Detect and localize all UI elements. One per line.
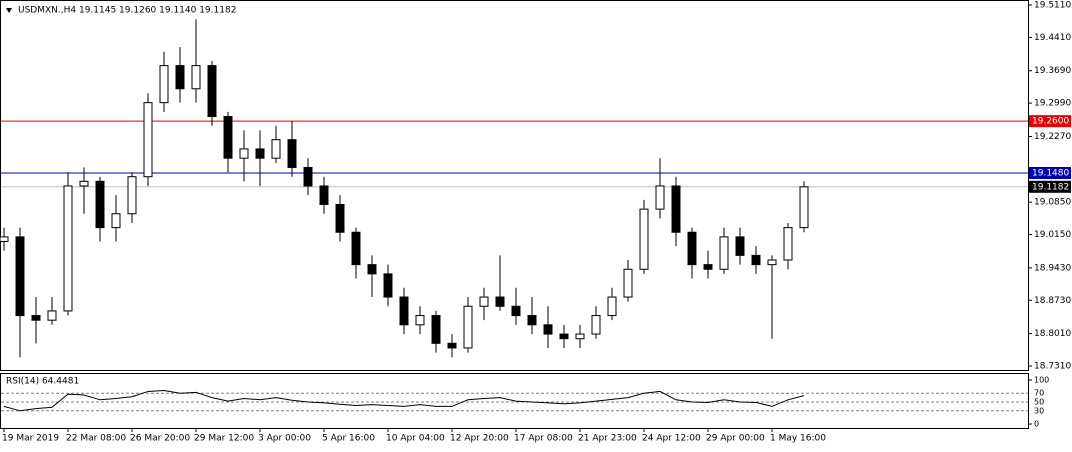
candle-body [159,65,169,104]
x-tick-label: 12 Apr 20:00 [450,434,509,444]
candle-body [687,231,697,266]
y-tick-label: 19.0850 [1034,198,1071,208]
candle-body [543,324,553,335]
candle-body [415,315,425,326]
level-label: 19.1480 [1032,169,1069,179]
last-price-label: 19.1182 [1032,182,1069,192]
rsi-tick-label: 0 [1034,420,1039,429]
candle-body [671,185,681,233]
x-tick-label: 17 Apr 08:00 [514,434,573,444]
rsi-title: RSI(14) 64.4481 [6,377,79,387]
y-tick-label: 19.4410 [1034,33,1071,43]
chart-title: USDMXN.,H4 19.1145 19.1260 19.1140 19.11… [18,6,236,16]
candle-body [15,236,25,317]
candle-body [79,180,89,187]
y-tick-label: 19.5110 [1034,1,1071,11]
candle-body [127,176,137,215]
x-tick-label: 5 Apr 16:00 [322,434,375,444]
candle-body [703,264,713,270]
last-price-box [1029,180,1071,193]
candle-body [639,208,649,270]
rsi-tick-label: 100 [1034,376,1049,385]
level-label-box [1029,167,1071,180]
x-tick-label: 3 Apr 00:00 [258,434,311,444]
candle-body [175,65,185,90]
y-tick-label: 18.8730 [1034,296,1071,306]
x-tick-label: 10 Apr 04:00 [386,434,445,444]
candle-body [559,333,569,340]
candle-body [623,268,633,298]
candle-body [143,102,153,178]
candle-body [271,139,281,159]
candle-body [447,342,457,349]
candle-body [735,236,745,256]
rsi-line [3,390,805,412]
candle-body [111,213,121,229]
candle-body [799,186,809,229]
candle-body [463,305,473,349]
candle-body [383,273,393,298]
candle-body [47,310,57,321]
y-tick-label: 18.9430 [1034,263,1071,273]
y-tick-label: 18.8010 [1034,329,1071,339]
candle-body [575,333,585,340]
candle-body [239,148,249,159]
x-tick-label: 26 Mar 20:00 [130,434,190,444]
candle-body [783,227,793,261]
y-tick-label: 19.2990 [1034,99,1071,109]
candle-body [655,185,665,210]
candle-body [399,296,409,326]
candle-body [31,315,41,321]
level-label-box [1029,115,1071,128]
candle-body [751,254,761,266]
x-tick-label: 29 Apr 00:00 [706,434,765,444]
candle-body [0,236,9,243]
candle-body [479,296,489,307]
candle-body [767,259,777,266]
candle-body [719,236,729,270]
y-tick-label: 18.7310 [1034,362,1071,372]
collapse-icon [6,8,12,13]
candle-body [591,315,601,335]
candle-body [255,148,265,159]
candle-body [191,65,201,90]
rsi-tick-label: 50 [1034,398,1044,407]
y-tick-label: 19.2270 [1034,132,1071,142]
candle-body [511,305,521,317]
candle-body [287,139,297,168]
candle-body [207,65,217,118]
candle-body [607,296,617,317]
candle-body [351,231,361,266]
rsi-tick-label: 30 [1034,406,1044,415]
level-label: 19.2600 [1032,117,1069,127]
x-tick-label: 1 May 16:00 [770,434,826,444]
candle-body [223,116,233,159]
candle-body [95,180,105,229]
x-tick-label: 29 Mar 12:00 [194,434,254,444]
candle-body [527,315,537,326]
candle-body [63,185,73,312]
y-tick-label: 19.3690 [1034,66,1071,76]
candle-body [335,203,345,233]
x-tick-label: 19 Mar 2019 [2,434,59,444]
x-tick-label: 21 Apr 23:00 [578,434,637,444]
x-tick-label: 24 Apr 12:00 [642,434,701,444]
x-tick-label: 22 Mar 08:00 [66,434,126,444]
candle-body [495,296,505,307]
candle-body [319,185,329,205]
candle-body [303,166,313,187]
rsi-tick-label: 70 [1034,389,1044,398]
candle-body [431,315,441,344]
candle-body [367,264,377,275]
y-tick-label: 19.0150 [1034,230,1071,240]
